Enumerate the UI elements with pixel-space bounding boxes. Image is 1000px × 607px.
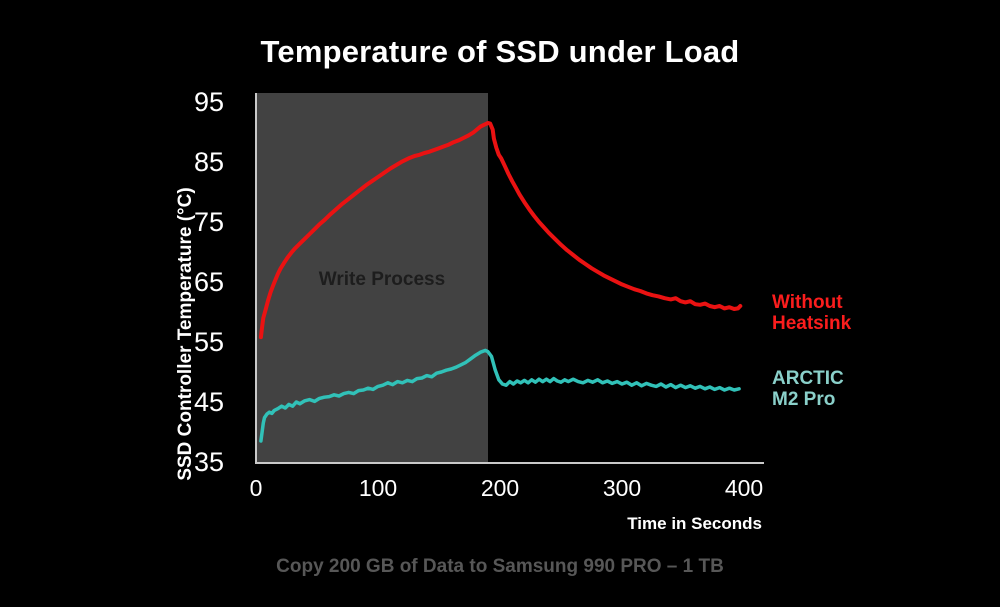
legend-line: ARCTIC [772,368,844,389]
y-tick-label-45: 45 [193,387,224,417]
x-tick-label-400: 400 [724,475,764,501]
series-line-arctic-m2-pro [259,348,741,443]
chart-title: Temperature of SSD under Load [260,34,740,69]
y-axis-title: SSD Controller Temperature (°C) [175,187,196,481]
x-tick-label-100: 100 [358,475,398,501]
x-tick-label-0: 0 [249,475,263,501]
y-tick-label-55: 55 [193,327,224,357]
y-tick-label-75: 75 [193,207,224,237]
x-axis-line [255,462,764,464]
legend-line: M2 Pro [772,389,836,410]
y-tick-label-35: 35 [193,447,224,477]
legend-without-heatsink: Without Heatsink [772,292,851,334]
x-tick-label-200: 200 [480,475,520,501]
x-axis-title: Time in Seconds [627,514,762,533]
y-tick-label-85: 85 [193,147,224,177]
legend-arctic-m2-pro: ARCTIC M2 Pro [772,368,844,410]
y-axis-line [255,93,257,464]
legend-line: Heatsink [772,313,852,334]
y-tick-label-95: 95 [193,87,224,117]
series-line-without-heatsink [258,121,743,340]
write-process-label: Write Process [318,269,446,290]
footer-caption: Copy 200 GB of Data to Samsung 990 PRO –… [276,556,724,577]
y-tick-label-65: 65 [193,267,224,297]
legend-line: Without [772,292,843,313]
x-tick-label-300: 300 [602,475,642,501]
